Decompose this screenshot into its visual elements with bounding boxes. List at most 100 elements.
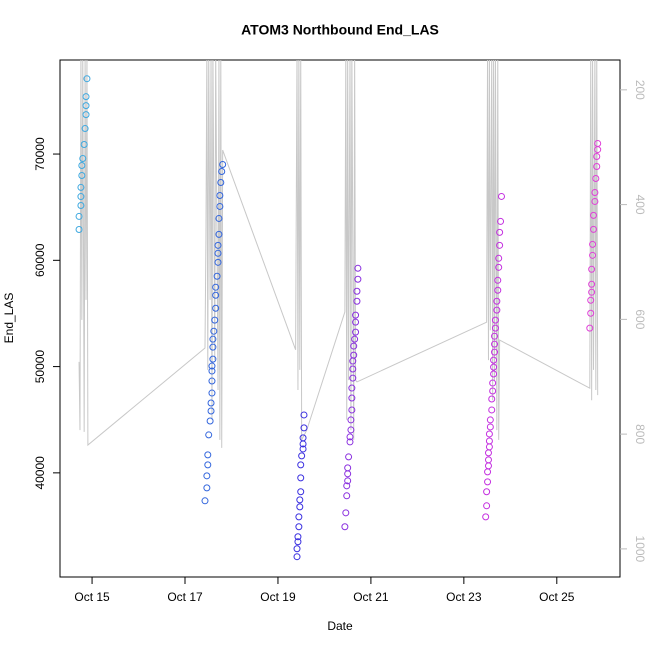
scatter-point — [590, 211, 598, 219]
scatter-point — [490, 356, 498, 364]
scatter-point — [350, 351, 358, 359]
scatter-point — [497, 192, 505, 200]
scatter-point — [295, 513, 303, 521]
scatter-point — [77, 183, 85, 191]
scatter-point — [343, 492, 351, 500]
scatter-point — [587, 296, 595, 304]
y-axis-label: End_LAS — [2, 293, 16, 344]
scatter-point — [82, 111, 90, 119]
scatter-point — [491, 316, 499, 324]
scatter-point — [204, 461, 212, 469]
scatter-point — [216, 202, 224, 210]
scatter-point — [343, 482, 351, 490]
scatter-point — [489, 387, 497, 395]
scatter-point — [212, 304, 220, 312]
scatter-point — [493, 306, 501, 314]
scatter-point — [79, 155, 87, 163]
scatter-point — [491, 348, 499, 356]
scatter-point — [497, 217, 505, 225]
x-tick-label: Oct 25 — [539, 590, 575, 604]
scatter-point — [490, 363, 498, 371]
scatter-point — [347, 426, 355, 434]
scatter-point — [298, 452, 306, 460]
scatter-point — [483, 502, 491, 510]
scatter-point — [82, 93, 90, 101]
scatter-point — [344, 477, 352, 485]
scatter-point — [496, 241, 504, 249]
scatter-point — [495, 254, 503, 262]
y2-tick-label: 800 — [633, 424, 647, 444]
scatter-point — [207, 407, 215, 415]
scatter-point — [219, 160, 227, 168]
scatter-point — [203, 472, 211, 480]
scatter-point — [293, 545, 301, 553]
scatter-point — [348, 394, 356, 402]
scatter-point — [490, 370, 498, 378]
scatter-point — [342, 509, 350, 517]
scatter-point — [209, 343, 217, 351]
line-series — [78, 60, 599, 448]
scatter-point — [489, 379, 497, 387]
scatter-point — [493, 297, 501, 305]
scatter-point — [78, 172, 86, 180]
scatter-point — [349, 365, 357, 373]
scatter-point — [484, 478, 492, 486]
x-tick-label: Oct 19 — [260, 590, 296, 604]
scatter-point — [488, 395, 496, 403]
scatter-point — [217, 179, 225, 187]
scatter-point — [210, 327, 218, 335]
scatter-point — [484, 449, 492, 457]
scatter-point — [344, 464, 352, 472]
scatter-point — [77, 193, 85, 201]
scatter-point — [209, 355, 217, 363]
scatter-point — [354, 275, 362, 283]
scatter-point — [209, 335, 217, 343]
scatter-point — [486, 423, 494, 431]
scatter-point — [206, 417, 214, 425]
scatter-point — [297, 488, 305, 496]
scatter-point — [348, 406, 356, 414]
scatter-point — [299, 445, 307, 453]
scatter-point — [207, 399, 215, 407]
scatter-point — [204, 451, 212, 459]
scatter-point — [80, 140, 88, 148]
scatter-point — [75, 212, 83, 220]
scatter-point — [293, 553, 301, 561]
scatter-point — [589, 251, 597, 259]
scatter-point — [496, 228, 504, 236]
scatter-point — [588, 288, 596, 296]
x-tick-label: Oct 17 — [167, 590, 203, 604]
scatter-point — [203, 484, 211, 492]
scatter-point — [215, 230, 223, 238]
scatter-point — [352, 328, 360, 336]
scatter-point — [589, 240, 597, 248]
scatter-point — [494, 286, 502, 294]
scatter-point — [594, 140, 602, 148]
scatter-point — [83, 75, 91, 83]
scatter-point — [208, 367, 216, 375]
scatter-point — [353, 297, 361, 305]
scatter-point — [214, 249, 222, 257]
plot-frame — [59, 59, 621, 578]
scatter-point — [485, 430, 493, 438]
plot-area — [75, 60, 602, 561]
scatter-point — [494, 276, 502, 284]
scatter-point — [482, 513, 490, 521]
scatter-point — [491, 324, 499, 332]
scatter-point — [352, 311, 360, 319]
scatter-point — [593, 162, 601, 170]
scatter-point — [214, 258, 222, 266]
scatter-point — [485, 437, 493, 445]
y-tick-label: 40000 — [33, 456, 47, 490]
scatter-point — [349, 374, 357, 382]
scatter-point — [208, 389, 216, 397]
scatter-point — [588, 280, 596, 288]
scatter-point — [296, 503, 304, 511]
scatter-point — [591, 197, 599, 205]
scatter-point — [201, 497, 209, 505]
scatter-point — [294, 533, 302, 541]
scatter-point — [588, 265, 596, 273]
x-axis-label: Date — [327, 619, 353, 633]
scatter-point — [345, 453, 353, 461]
scatter-point — [300, 411, 308, 419]
